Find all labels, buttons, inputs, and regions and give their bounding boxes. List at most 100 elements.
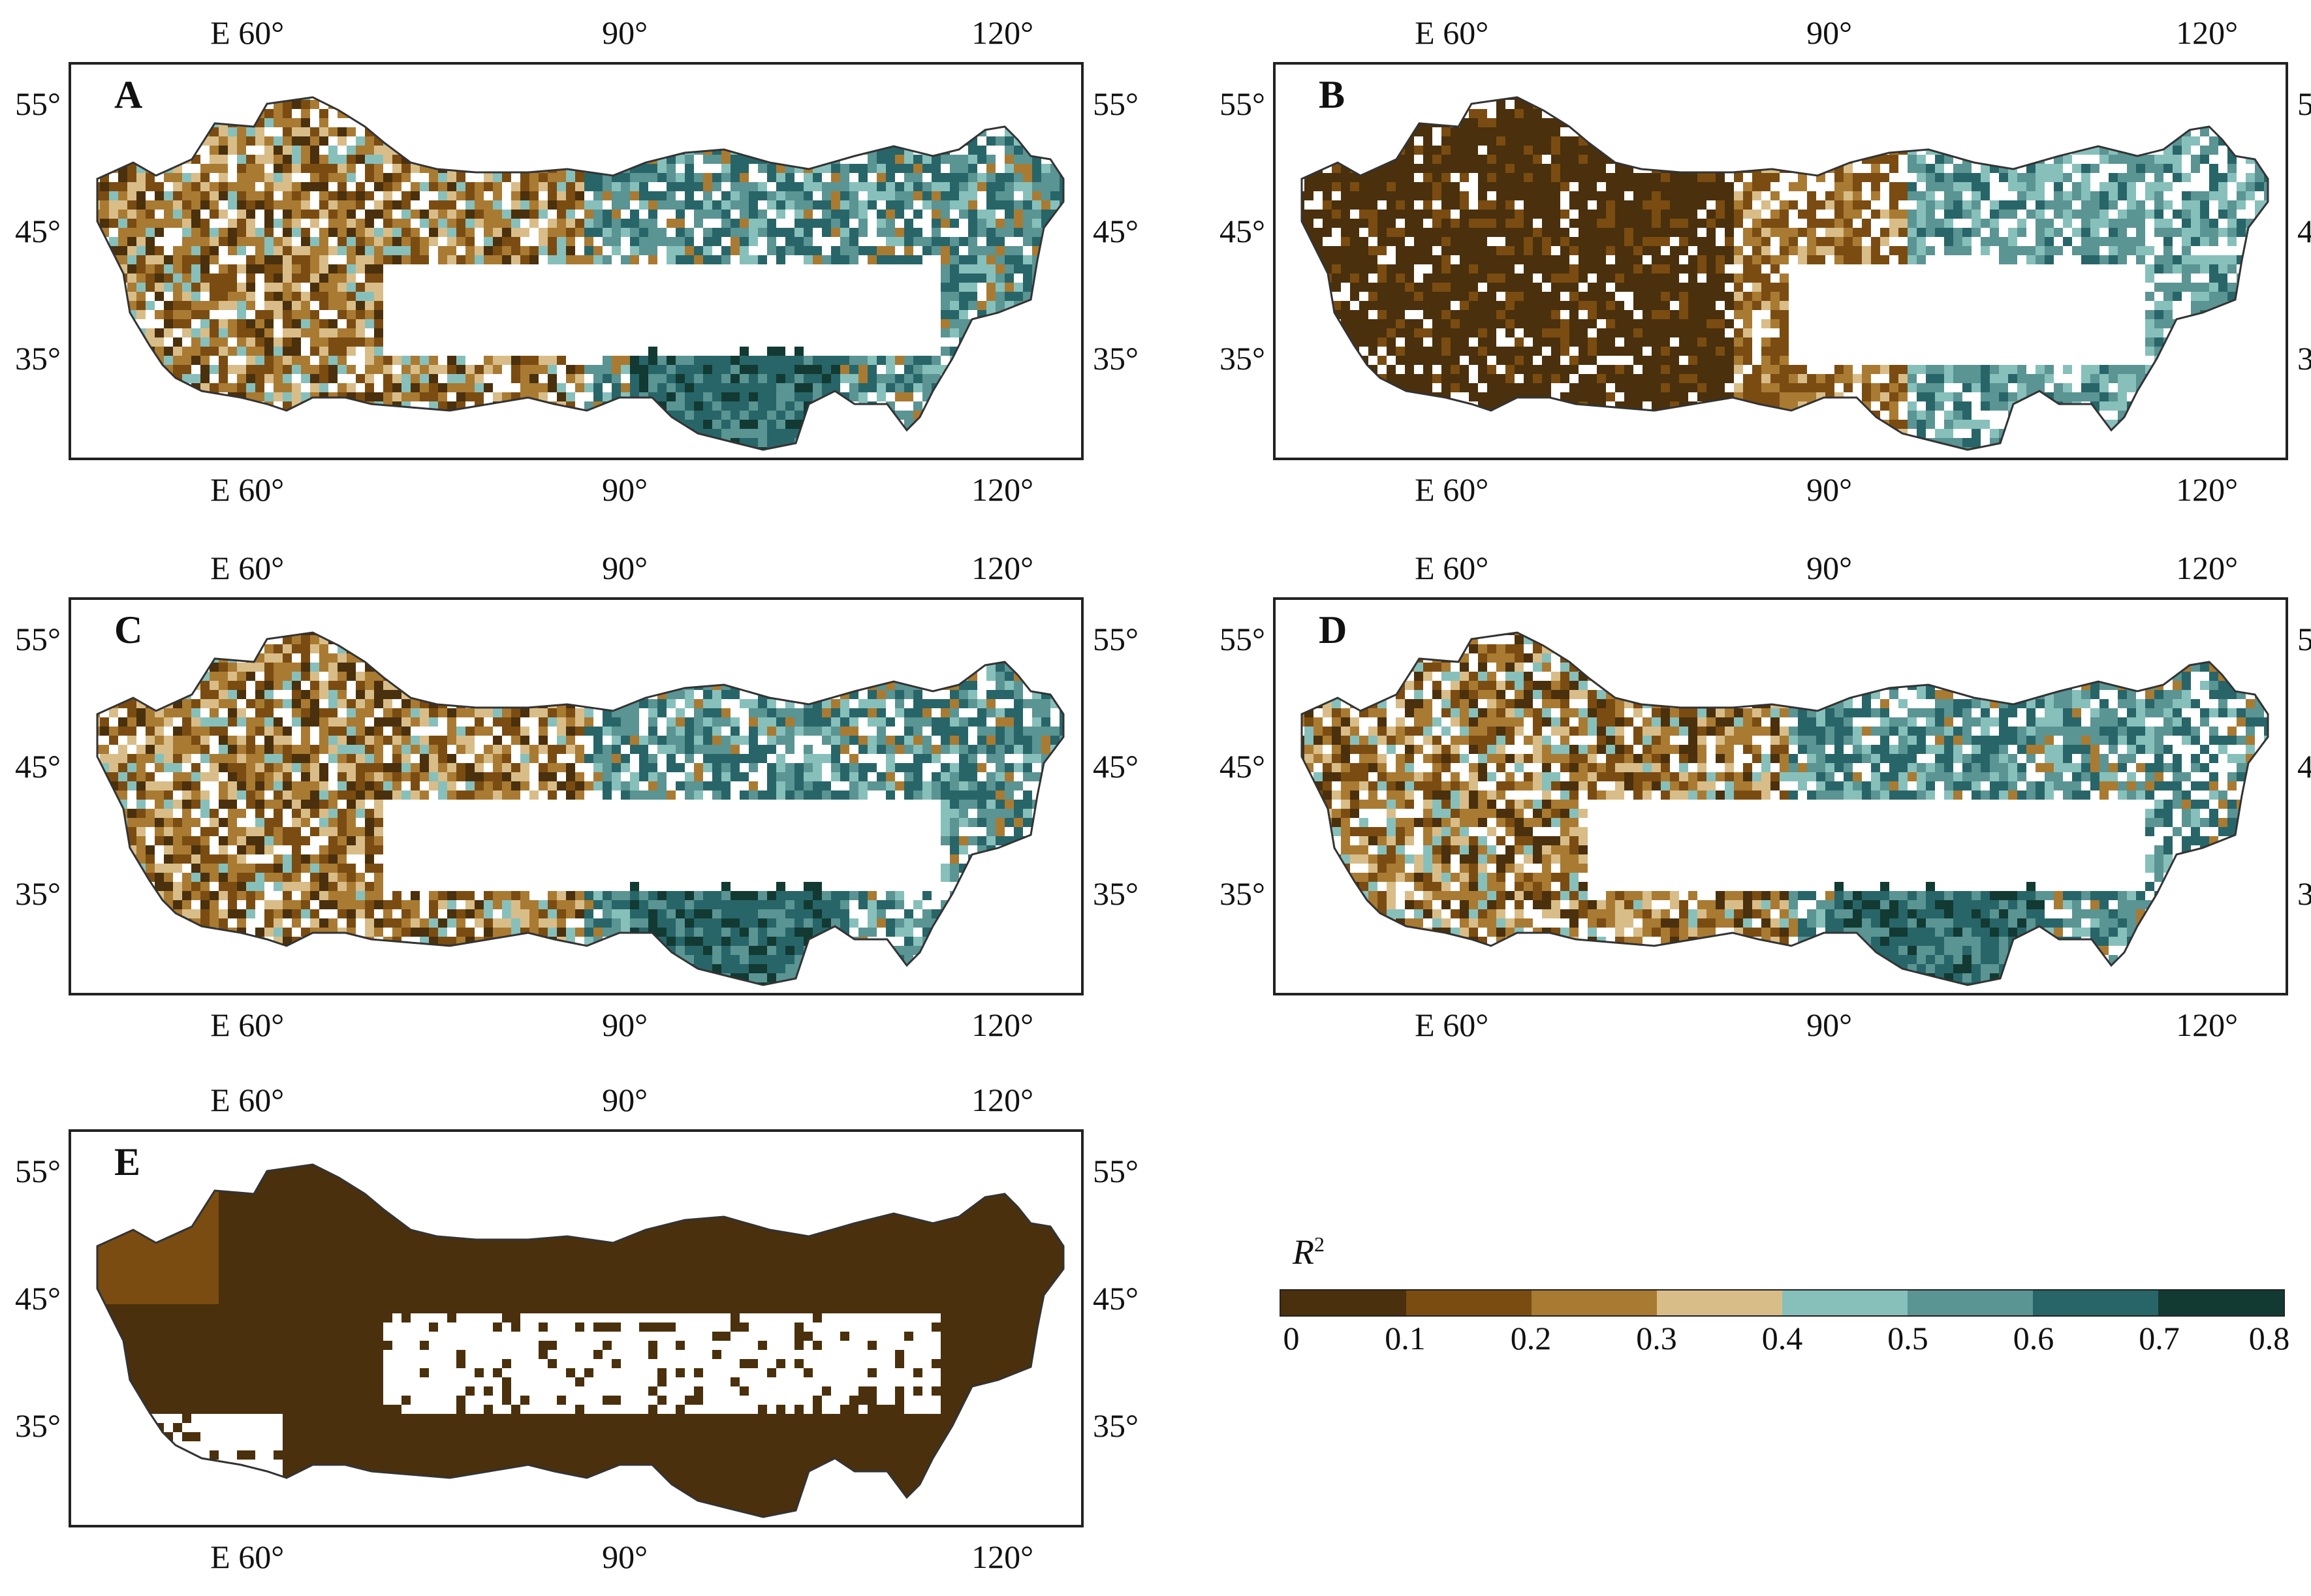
lat-tick-label: 45° — [15, 1282, 61, 1315]
legend-tick-label: 0.2 — [1511, 1322, 1552, 1354]
lon-tick-label: 90° — [602, 552, 648, 584]
lat-tick-label: 55° — [2297, 623, 2311, 655]
lon-tick-label: 120° — [2176, 473, 2238, 506]
lon-tick-label: 120° — [971, 16, 1033, 49]
legend-swatch — [1281, 1291, 1406, 1315]
map-frame — [69, 597, 1084, 995]
lon-tick-label: 90° — [1806, 16, 1852, 49]
lat-tick-label: 45° — [15, 750, 61, 783]
legend-color-bar — [1280, 1289, 2285, 1317]
lon-tick-label: 120° — [971, 1541, 1033, 1573]
map-frame — [1273, 62, 2288, 460]
lon-tick-label: E 60° — [1415, 1009, 1488, 1041]
lon-tick-label: E 60° — [210, 1009, 284, 1041]
lon-tick-label: 90° — [602, 1009, 648, 1041]
legend-tick-label: 0.8 — [2249, 1322, 2290, 1354]
legend-tick-label: 0.1 — [1385, 1322, 1426, 1354]
lat-tick-label: 45° — [1219, 215, 1265, 247]
lat-tick-label: 55° — [1093, 87, 1139, 120]
map-raster — [71, 1132, 1084, 1527]
lat-tick-label: 35° — [15, 1409, 61, 1442]
lat-tick-label: 35° — [1219, 877, 1265, 910]
lat-tick-label: 35° — [2297, 342, 2311, 375]
panel-letter: D — [1319, 610, 1347, 649]
lon-tick-label: 120° — [2176, 552, 2238, 584]
lat-tick-label: 35° — [15, 877, 61, 910]
lon-tick-label: 120° — [2176, 16, 2238, 49]
map-panel-b: BE 60°E 60°90°90°120°120°55°55°45°45°35°… — [1273, 0, 2311, 529]
r2-pixels — [91, 626, 1078, 992]
panel-letter: B — [1319, 75, 1345, 114]
lat-tick-label: 35° — [2297, 877, 2311, 910]
lon-tick-label: E 60° — [1415, 473, 1488, 506]
panel-letter: C — [114, 610, 142, 649]
lat-tick-label: 55° — [15, 1155, 61, 1187]
lon-tick-label: E 60° — [210, 1084, 284, 1116]
legend-tick-label: 0.6 — [2013, 1322, 2054, 1354]
lon-tick-label: 120° — [971, 1084, 1033, 1116]
lon-tick-label: 120° — [2176, 1009, 2238, 1041]
map-panel-d: DE 60°E 60°90°90°120°120°55°55°45°45°35°… — [1273, 535, 2311, 1064]
lat-tick-label: 55° — [15, 87, 61, 120]
r2-pixels — [1295, 91, 2282, 456]
legend-tick-label: 0.4 — [1762, 1322, 1803, 1354]
lat-tick-label: 35° — [1093, 1409, 1139, 1442]
map-frame — [1273, 597, 2288, 995]
lon-tick-label: 90° — [602, 1541, 648, 1573]
lon-tick-label: 90° — [1806, 473, 1852, 506]
lat-tick-label: 45° — [1219, 750, 1265, 783]
lon-tick-label: 90° — [602, 473, 648, 506]
legend-title-superscript: 2 — [1314, 1232, 1325, 1256]
legend-title: R2 — [1293, 1234, 1325, 1270]
lon-tick-label: E 60° — [210, 473, 284, 506]
lat-tick-label: 55° — [1093, 623, 1139, 655]
lat-tick-label: 45° — [15, 215, 61, 247]
map-raster — [71, 600, 1084, 995]
lat-tick-label: 45° — [1093, 1282, 1139, 1315]
lon-tick-label: 120° — [971, 1009, 1033, 1041]
lat-tick-label: 45° — [1093, 750, 1139, 783]
lon-tick-label: 120° — [971, 552, 1033, 584]
lat-tick-label: 35° — [15, 342, 61, 375]
map-frame — [69, 62, 1084, 460]
r2-pixels — [1295, 626, 2282, 992]
lon-tick-label: E 60° — [210, 16, 284, 49]
lat-tick-label: 35° — [1093, 342, 1139, 375]
r2-pixels — [91, 91, 1078, 456]
legend-swatch — [2033, 1291, 2158, 1315]
map-frame — [69, 1129, 1084, 1527]
legend-tick-label: 0.5 — [1887, 1322, 1928, 1354]
lat-tick-label: 35° — [1093, 877, 1139, 910]
panel-letter: A — [114, 75, 142, 114]
legend-swatch — [1406, 1291, 1532, 1315]
lon-tick-label: E 60° — [210, 1541, 284, 1573]
lat-tick-label: 55° — [1093, 1155, 1139, 1187]
lon-tick-label: 90° — [602, 16, 648, 49]
map-raster — [71, 65, 1084, 460]
legend-swatch — [1657, 1291, 1782, 1315]
lon-tick-label: 90° — [1806, 552, 1852, 584]
lon-tick-label: E 60° — [210, 552, 284, 584]
lat-tick-label: 55° — [15, 623, 61, 655]
lat-tick-label: 45° — [2297, 750, 2311, 783]
legend-tick-label: 0 — [1283, 1322, 1300, 1354]
legend-swatch — [2158, 1291, 2284, 1315]
lat-tick-label: 55° — [1219, 87, 1265, 120]
map-raster — [1276, 65, 2288, 460]
lat-tick-label: 55° — [2297, 87, 2311, 120]
legend-tick-label: 0.7 — [2139, 1322, 2180, 1354]
lon-tick-label: E 60° — [1415, 16, 1488, 49]
legend-swatch — [1782, 1291, 1908, 1315]
legend-tick-label: 0.3 — [1636, 1322, 1677, 1354]
legend-swatch — [1532, 1291, 1657, 1315]
lon-tick-label: 90° — [1806, 1009, 1852, 1041]
map-raster — [1276, 600, 2288, 995]
lat-tick-label: 55° — [1219, 623, 1265, 655]
lon-tick-label: 90° — [602, 1084, 648, 1116]
panel-letter: E — [114, 1142, 140, 1181]
lon-tick-label: E 60° — [1415, 552, 1488, 584]
